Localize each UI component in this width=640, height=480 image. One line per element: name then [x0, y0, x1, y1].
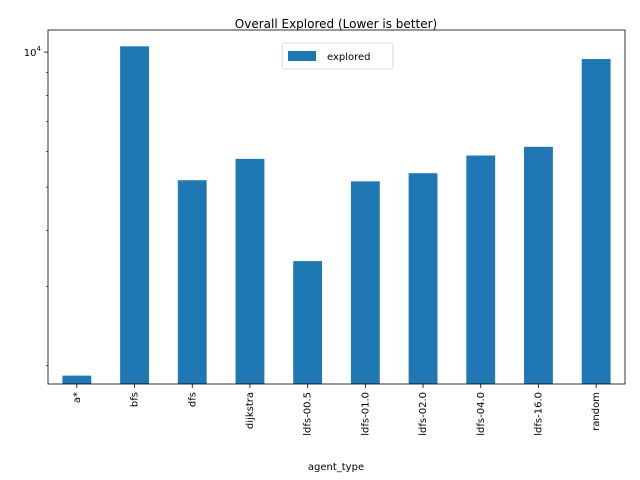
bar-ldfs-00.5 — [293, 261, 323, 384]
plot-frame — [47, 29, 626, 385]
bar-random — [581, 59, 611, 385]
x-tick-label: ldfs-16.0 — [533, 392, 544, 436]
chart-title: Overall Explored (Lower is better) — [235, 17, 437, 31]
bar-bfs — [120, 46, 149, 384]
x-tick-label: dijkstra — [245, 392, 256, 429]
legend: explored — [281, 42, 394, 70]
legend-box — [281, 42, 394, 70]
x-tick-label: bfs — [130, 392, 141, 407]
bars-group — [62, 46, 611, 385]
x-tick-label: random — [591, 392, 602, 431]
bar-ldfs-01.0 — [350, 181, 380, 384]
x-tick-label: a* — [72, 392, 83, 403]
bar-ldfs-16.0 — [524, 146, 553, 384]
x-tick-label: dfs — [187, 392, 198, 407]
bar-ldfs-02.0 — [408, 173, 438, 384]
legend-label-explored: explored — [327, 52, 371, 63]
bar-a* — [62, 375, 92, 384]
x-tick-label: ldfs-00.5 — [303, 392, 314, 436]
x-axis-label: agent_type — [308, 462, 364, 473]
legend-swatch-explored — [288, 51, 316, 61]
bar-dfs — [177, 180, 207, 384]
x-tick-label: ldfs-01.0 — [360, 392, 371, 436]
x-tick-label: ldfs-02.0 — [418, 392, 429, 436]
x-tick-label: ldfs-04.0 — [476, 392, 487, 436]
x-axis-ticks: a* bfs dfs dijkstra ldfs-00.5 ldfs-01.0 ldfs-0… — [72, 384, 602, 436]
bar-ldfs-04.0 — [466, 155, 496, 384]
bar-dijkstra — [235, 158, 265, 384]
